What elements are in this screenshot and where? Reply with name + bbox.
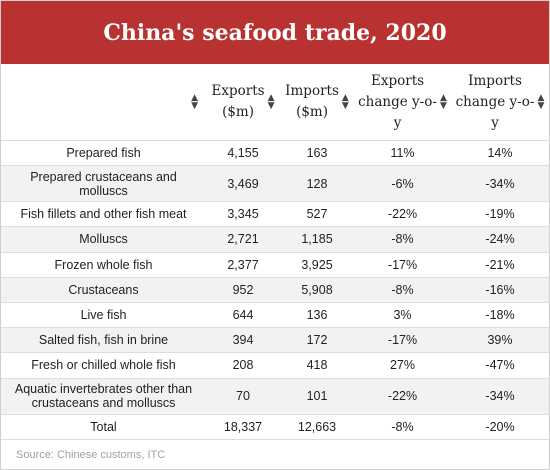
header-category[interactable]: ▲ ▼	[1, 64, 206, 141]
table-row: Fish fillets and other fish meat 3,345 527…	[1, 201, 549, 228]
sort-arrows-icon[interactable]: ▲ ▼	[191, 93, 198, 111]
category-cell: Crustaceans	[1, 277, 206, 303]
exports-cell: 2,377	[206, 252, 280, 278]
exports-cell: 394	[206, 327, 280, 354]
imports-cell: 1,185	[280, 226, 354, 253]
category-cell: Molluscs	[1, 226, 206, 253]
imports-cell: 101	[280, 378, 354, 415]
imports-change-cell: -21%	[451, 252, 549, 278]
exports-change-cell: 3%	[354, 302, 451, 329]
exports-change-cell: -8%	[354, 226, 451, 253]
source-note: Source: Chinese customs, ITC	[16, 448, 166, 461]
table-row: Frozen whole fish 2,377 3,925 -17% -21%	[1, 252, 549, 278]
table-row: Live fish 644 136 3% -18%	[1, 302, 549, 329]
imports-change-cell: -24%	[451, 226, 549, 253]
exports-change-cell: 27%	[354, 352, 451, 379]
imports-change-cell: -16%	[451, 277, 549, 303]
table-row: Prepared crustaceans and molluscs 3,469 12…	[1, 165, 549, 203]
header-imports-line2: ($m)	[296, 104, 328, 120]
exports-cell: 3,469	[206, 165, 280, 203]
seafood-trade-table: ▲ ▼ Exports ($m) ▲ ▼ Imports	[1, 64, 549, 440]
exports-change-cell: 11%	[354, 140, 451, 167]
header-exports-change-line1: Exports	[371, 72, 425, 89]
imports-change-cell: -34%	[451, 378, 549, 415]
exports-cell: 644	[206, 302, 280, 329]
page-title: China's seafood trade, 2020	[103, 19, 447, 46]
imports-cell: 12,663	[280, 414, 354, 440]
exports-cell: 4,155	[206, 140, 280, 167]
imports-cell: 163	[280, 140, 354, 167]
header-imports[interactable]: Imports ($m) ▲ ▼	[280, 64, 354, 141]
exports-cell: 70	[206, 378, 280, 415]
exports-cell: 2,721	[206, 226, 280, 253]
header-exports[interactable]: Exports ($m) ▲ ▼	[206, 64, 280, 141]
header-imports-change-line3: y	[491, 114, 499, 131]
imports-cell: 3,925	[280, 252, 354, 278]
header-exports-line1: Exports	[211, 83, 265, 99]
header-imports-change[interactable]: Imports change y-o- y ▲ ▼	[451, 64, 549, 141]
exports-cell: 18,337	[206, 414, 280, 440]
header-imports-change-line2: change y-o-	[455, 93, 535, 110]
table-row: Fresh or chilled whole fish 208 418 27% -47%	[1, 352, 549, 379]
table-row: Salted fish, fish in brine 394 172 -17% 39%	[1, 327, 549, 354]
category-cell: Prepared crustaceans and molluscs	[1, 165, 206, 203]
sort-arrows-icon[interactable]: ▲ ▼	[439, 93, 447, 111]
exports-change-cell: -8%	[354, 414, 451, 440]
imports-change-cell: -47%	[451, 352, 549, 379]
category-cell: Prepared fish	[1, 140, 206, 167]
table-row: Total 18,337 12,663 -8% -20%	[1, 414, 549, 440]
exports-change-cell: -8%	[354, 277, 451, 303]
exports-cell: 3,345	[206, 201, 280, 228]
exports-cell: 952	[206, 277, 280, 303]
category-cell: Live fish	[1, 302, 206, 329]
category-cell: Salted fish, fish in brine	[1, 327, 206, 354]
imports-cell: 527	[280, 201, 354, 228]
sort-arrows-icon[interactable]: ▲ ▼	[341, 93, 349, 111]
imports-change-cell: -19%	[451, 201, 549, 228]
imports-change-cell: -18%	[451, 302, 549, 329]
exports-change-cell: -22%	[354, 378, 451, 415]
sort-arrows-icon[interactable]: ▲ ▼	[267, 93, 275, 111]
table-row: Prepared fish 4,155 163 11% 14%	[1, 140, 549, 167]
category-cell: Frozen whole fish	[1, 252, 206, 278]
category-cell: Fresh or chilled whole fish	[1, 352, 206, 379]
imports-cell: 172	[280, 327, 354, 354]
imports-change-cell: -20%	[451, 414, 549, 440]
imports-cell: 128	[280, 165, 354, 203]
exports-change-cell: -6%	[354, 165, 451, 203]
category-cell: Total	[1, 414, 206, 440]
table-row: Aquatic invertebrates other than crustac…	[1, 378, 549, 415]
sort-arrows-icon[interactable]: ▲ ▼	[537, 93, 545, 111]
table-body: Prepared fish 4,155 163 11% 14% Prepared crus…	[1, 140, 549, 440]
imports-change-cell: 39%	[451, 327, 549, 354]
header-imports-change-line1: Imports	[468, 72, 522, 89]
exports-change-cell: -22%	[354, 201, 451, 228]
imports-change-cell: -34%	[451, 165, 549, 203]
header-exports-change-line3: y	[393, 114, 402, 131]
imports-cell: 136	[280, 302, 354, 329]
header-exports-line2: ($m)	[222, 104, 254, 120]
table-row: Crustaceans 952 5,908 -8% -16%	[1, 277, 549, 303]
header-row: ▲ ▼ Exports ($m) ▲ ▼ Imports	[1, 64, 549, 141]
exports-change-cell: -17%	[354, 252, 451, 278]
header-exports-change[interactable]: Exports change y-o- y ▲ ▼	[354, 64, 451, 141]
imports-change-cell: 14%	[451, 140, 549, 167]
imports-cell: 418	[280, 352, 354, 379]
header-imports-line1: Imports	[285, 83, 339, 99]
exports-change-cell: -17%	[354, 327, 451, 354]
title-banner: China's seafood trade, 2020	[1, 1, 549, 64]
table-row: Molluscs 2,721 1,185 -8% -24%	[1, 226, 549, 253]
exports-cell: 208	[206, 352, 280, 379]
imports-cell: 5,908	[280, 277, 354, 303]
header-exports-change-line2: change y-o-	[358, 93, 437, 110]
category-cell: Fish fillets and other fish meat	[1, 201, 206, 228]
category-cell: Aquatic invertebrates other than crustac…	[1, 378, 206, 415]
